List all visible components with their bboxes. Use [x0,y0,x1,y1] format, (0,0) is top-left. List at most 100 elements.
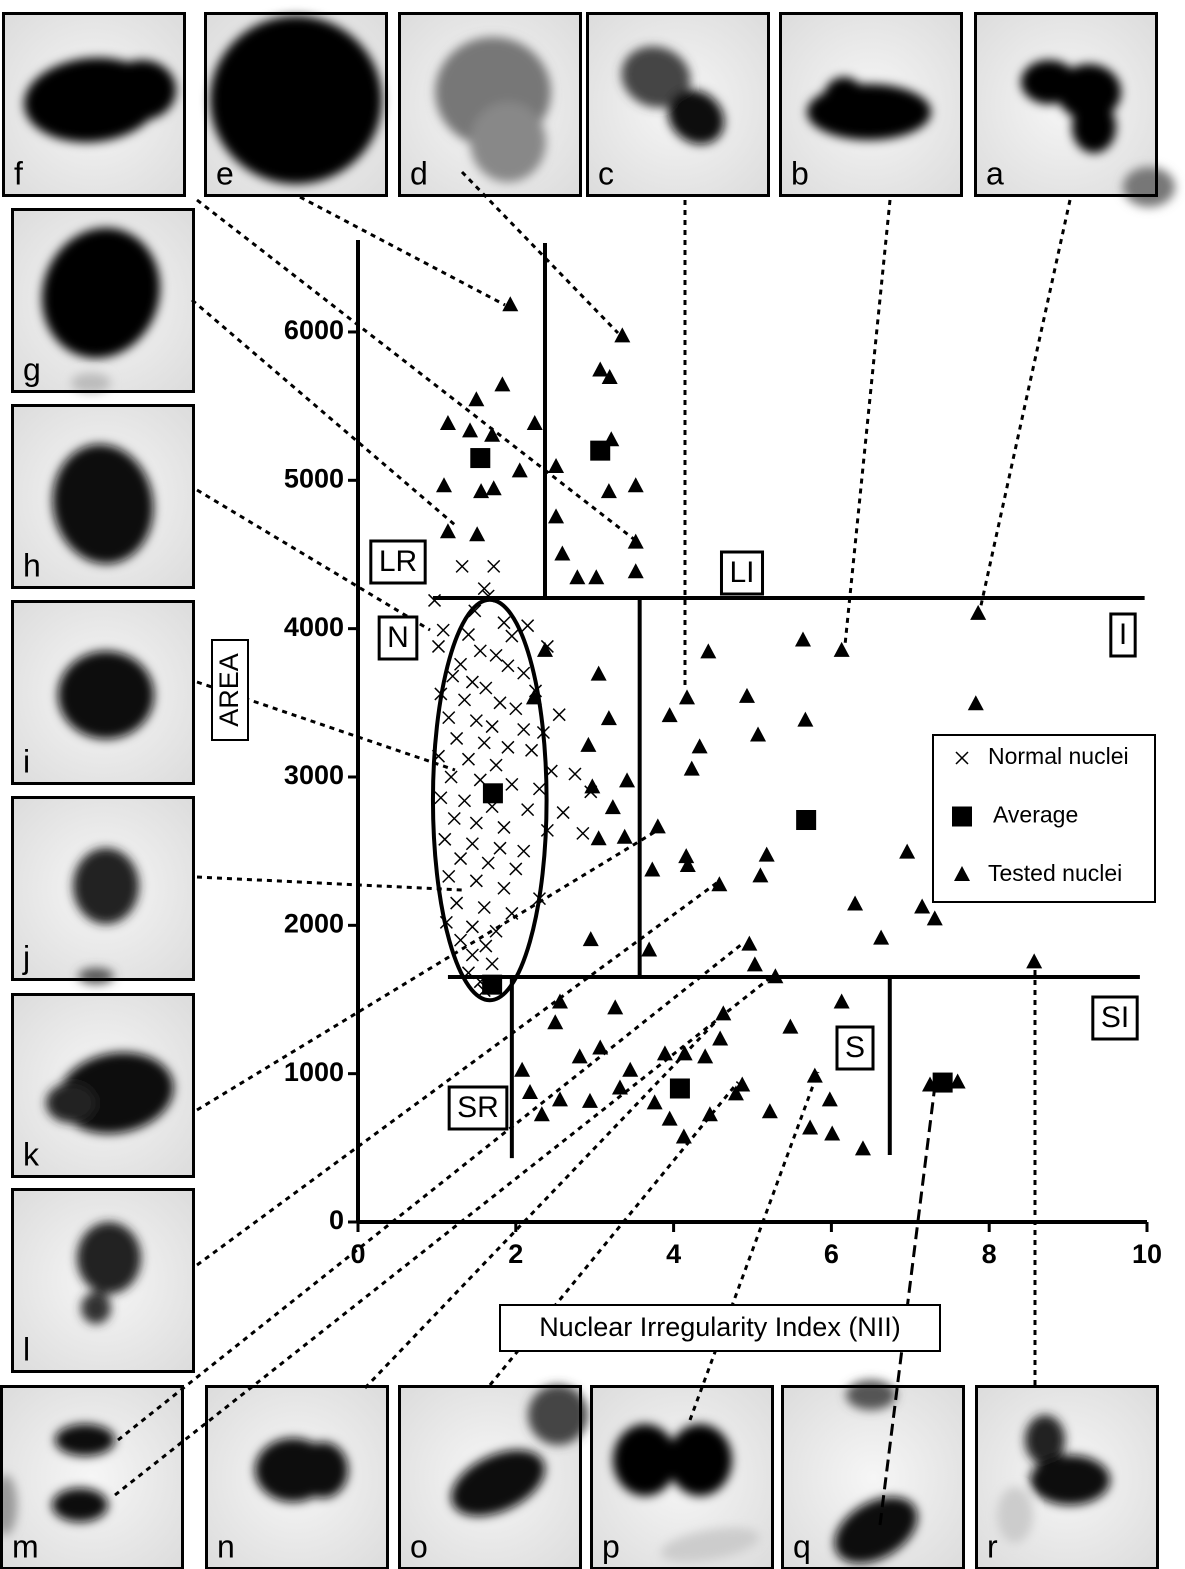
connector [690,1072,818,1420]
region-label-text: I [1119,618,1127,651]
tested-point [662,1111,678,1126]
series [429,560,597,996]
tested-point [684,761,700,776]
region-label-text: LR [379,545,417,578]
normal-point [494,697,506,709]
tested-point [834,642,850,657]
normal-point [480,940,492,952]
tested-point [628,563,644,578]
normal-point [522,620,534,632]
y-tick-label: 3000 [284,760,344,790]
normal-point [478,902,490,914]
series [470,441,952,1099]
region-label: N [379,617,417,659]
normal-point [466,949,478,961]
normal-point [466,921,478,933]
tested-point [583,931,599,946]
tested-point [1026,953,1042,968]
tested-point [548,458,564,473]
legend-label: Average [993,802,1078,828]
tested-point [527,415,543,430]
tested-point [612,1079,628,1094]
average-point [483,783,503,803]
tested-point [715,1005,731,1020]
tested-point [592,362,608,377]
tested-point [588,569,604,584]
image-panel: c [588,14,769,196]
normal-point [443,712,455,724]
tested-point [700,643,716,658]
tested-point [759,847,775,862]
panel-label: p [602,1528,620,1564]
y-tick-label: 4000 [284,612,344,642]
normal-point [480,682,492,694]
tested-point [522,1084,538,1099]
normal-point [455,658,467,670]
panel-label: o [410,1528,428,1564]
normal-point [455,934,467,946]
y-tick-label: 2000 [284,908,344,938]
average-point [470,448,490,468]
normal-point [439,833,451,845]
image-panel: h [13,406,194,588]
tested-point [968,695,984,710]
normal-point [455,853,467,865]
nucleus-image [210,16,382,184]
panel-label: r [987,1528,998,1564]
nucleus [846,1380,896,1410]
normal-point [486,721,498,733]
panel-label: b [791,155,809,191]
normal-point [518,667,530,679]
tested-point [855,1140,871,1155]
tested-point [628,534,644,549]
normal-point [553,709,565,721]
nucleus [77,1222,141,1294]
region-label: I [1111,614,1135,656]
tested-point [747,956,763,971]
tested-point [697,1048,713,1063]
tested-point [619,772,635,787]
y-tick-label: 1000 [284,1057,344,1087]
tested-point [462,422,478,437]
normal-point [470,875,482,887]
tested-point [741,936,757,951]
nucleus [58,651,154,739]
normal-point [490,759,502,771]
tested-point [440,415,456,430]
tested-point [605,799,621,814]
nucleus [613,1424,677,1496]
connector [300,197,505,305]
nucleus [668,1424,732,1496]
panel-label: k [23,1136,40,1172]
region-label: S [837,1027,873,1069]
tested-point [591,830,607,845]
connector [197,830,658,1110]
normal-point [518,845,530,857]
image-panel: a [976,14,1176,208]
nucleus [73,848,139,924]
nucleus-image [255,1438,348,1502]
tested-point [514,1062,530,1077]
panel-label: a [986,155,1004,191]
normal-point [474,645,486,657]
tested-point [644,861,660,876]
image-panel: k [13,995,194,1177]
tested-point [548,508,564,523]
panel-label: f [14,155,23,191]
normal-point [506,907,518,919]
panel-label: n [217,1528,235,1564]
y-tick-label: 6000 [284,315,344,345]
tested-point [468,391,484,406]
tested-point [603,431,619,446]
image-panel: l [13,1190,194,1372]
nucleus [108,60,176,120]
region-label-text: N [387,621,409,654]
panel-label: e [216,155,234,191]
tested-point [676,1128,692,1143]
nucleus [46,1083,96,1123]
image-panel: e [206,14,387,196]
tested-point [970,605,986,620]
tested-point [847,896,863,911]
tested-point [617,829,633,844]
x-tick-label: 0 [350,1239,365,1269]
